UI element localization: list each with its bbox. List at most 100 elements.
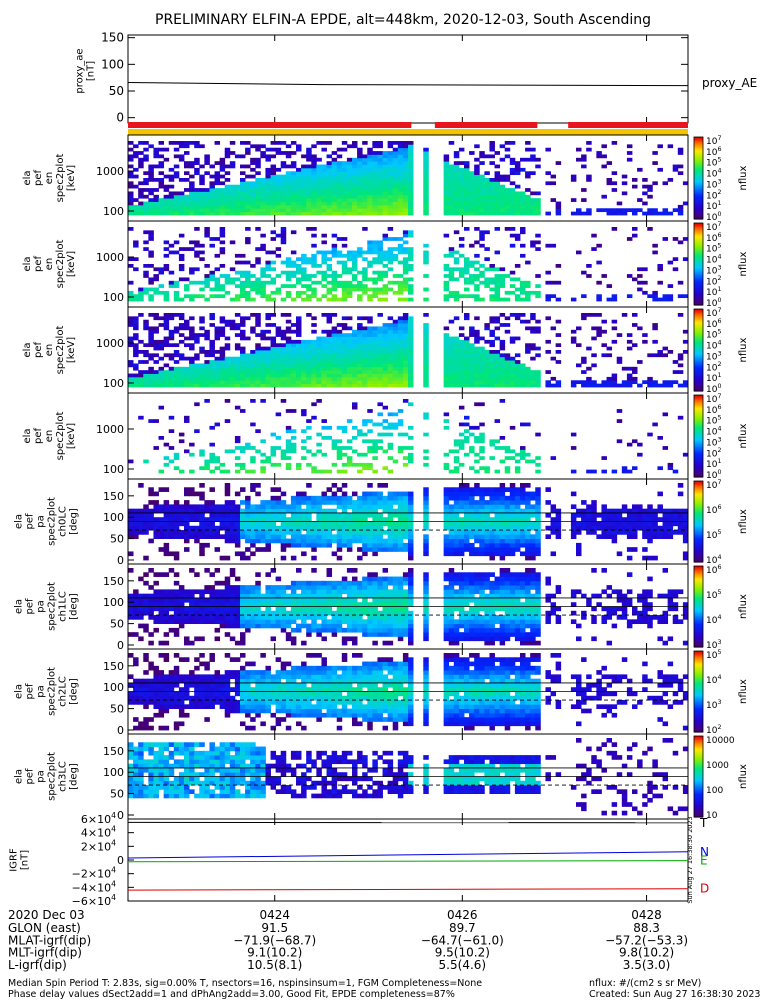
spectrogram-cell	[504, 366, 511, 371]
spectrogram-cell	[514, 459, 521, 464]
spectrogram-cell	[311, 538, 317, 544]
spectrogram-cell	[240, 290, 246, 295]
spectrogram-cell	[453, 517, 460, 522]
spectrogram-cell	[153, 521, 159, 527]
spectrogram-cell	[265, 323, 271, 327]
spectrogram-cell	[443, 194, 450, 199]
spectrogram-cell	[311, 161, 317, 165]
spectrogram-cell	[245, 521, 251, 527]
spectrogram-cell	[301, 525, 307, 531]
spectrogram-cell	[219, 230, 226, 235]
spectrogram-cell	[306, 350, 312, 354]
spectrogram-cell	[632, 380, 638, 385]
colorbar-step	[694, 172, 703, 175]
spectrogram-cell	[311, 208, 317, 213]
spectrogram-cell	[250, 512, 256, 518]
spectrogram-cell	[474, 459, 480, 464]
colorbar-step	[694, 175, 703, 178]
proxy-ae-line	[127, 81, 689, 87]
spectrogram-cell	[504, 211, 511, 216]
colorbar-step	[694, 461, 703, 464]
spectrogram-cell	[423, 343, 429, 348]
spectrogram-cell	[336, 174, 343, 179]
spectrogram-cell	[362, 191, 368, 196]
spectrogram-cell	[336, 164, 343, 169]
spectrogram-cell	[311, 167, 317, 172]
colorbar-step	[694, 382, 703, 385]
colorbar-step	[694, 231, 703, 234]
spectrogram-cell	[148, 178, 154, 182]
spectrogram-cell	[285, 429, 292, 434]
spectrogram-cell	[173, 171, 180, 176]
spectrogram-cell	[453, 201, 460, 206]
spectrogram-cell	[138, 181, 144, 186]
spectrogram-cell	[316, 350, 322, 354]
spectrogram-cell	[234, 534, 241, 540]
spectrogram-cell	[245, 277, 251, 282]
spectrogram-cell	[240, 409, 246, 413]
spectrogram-cell	[469, 542, 475, 548]
spectrogram-cell	[158, 270, 165, 275]
spectrogram-cell	[270, 147, 277, 152]
spectrogram-cell	[168, 204, 175, 209]
spectrogram-cell	[367, 178, 373, 182]
spectrogram-cell	[377, 512, 383, 518]
spectrogram-cell	[423, 521, 429, 527]
spectrogram-cell	[448, 336, 455, 341]
spectrogram-cell	[352, 356, 358, 361]
spectrogram-cell	[255, 517, 261, 522]
spectrogram-cell	[402, 508, 409, 514]
spectrogram-cell	[336, 356, 343, 361]
spectrogram-cell	[194, 253, 200, 258]
spectrogram-cell	[616, 211, 623, 216]
spectrogram-cell	[250, 274, 256, 278]
spectrogram-cell	[408, 402, 414, 407]
spectrogram-cell	[214, 326, 221, 331]
spectrogram-cell	[260, 144, 266, 149]
spectrogram-cell	[296, 329, 302, 334]
spectrogram-cell	[204, 459, 210, 464]
spectrogram-cell	[158, 436, 165, 440]
spectrogram-cell	[341, 181, 348, 186]
spectrogram-cell	[514, 373, 521, 378]
spectrogram-cell	[525, 346, 531, 351]
spectrogram-cell	[224, 356, 231, 361]
spectrogram-cell	[270, 184, 277, 189]
colorbar-step	[694, 179, 703, 182]
spectrogram-cell	[270, 525, 277, 531]
spectrogram-cell	[458, 243, 465, 248]
spectrogram-cell	[464, 370, 470, 374]
spectrogram-cell	[285, 336, 292, 341]
spectrogram-cell	[219, 329, 226, 334]
spectrogram-cell	[209, 504, 215, 510]
spectrogram-cell	[509, 517, 516, 522]
spectrogram-cell	[402, 178, 409, 182]
spectrogram-cell	[148, 366, 154, 371]
spectrogram-cell	[224, 191, 231, 196]
spectrogram-cell	[336, 456, 343, 460]
spectrogram-cell	[362, 350, 368, 354]
spectrogram-cell	[352, 178, 358, 182]
spectrogram-cell	[525, 174, 531, 179]
spectrogram-cell	[245, 316, 251, 321]
spectrogram-cell	[357, 370, 363, 374]
spectrogram-cell	[290, 370, 297, 374]
spectrogram-cell	[423, 184, 429, 189]
spectrogram-cell	[270, 432, 277, 437]
spectrogram-cell	[168, 373, 175, 378]
spectrogram-cell	[219, 508, 226, 514]
spectrogram-cell	[423, 253, 429, 258]
spectrogram-cell	[453, 267, 460, 272]
spectrogram-cell	[464, 313, 470, 317]
spectrogram-cell	[408, 495, 414, 501]
spectrogram-cell	[296, 191, 302, 196]
spectrogram-cell	[285, 144, 292, 149]
spectrogram-cell	[408, 181, 414, 186]
spectrogram-cell	[392, 319, 399, 324]
colorbar-step	[694, 257, 703, 260]
spectrogram-cell	[596, 383, 602, 388]
spectrogram-cell	[148, 171, 154, 176]
spectrogram-cell	[255, 547, 261, 552]
spectrogram-cell	[453, 294, 460, 299]
spectrogram-cell	[336, 525, 343, 531]
